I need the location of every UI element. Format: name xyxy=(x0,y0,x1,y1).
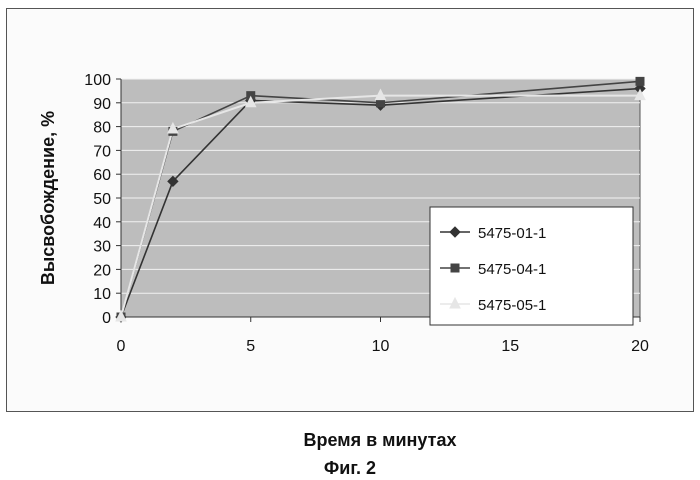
y-tick-label: 70 xyxy=(93,143,111,160)
legend-label-5475-05-1: 5475-05-1 xyxy=(478,297,546,314)
y-tick-label: 90 xyxy=(93,96,111,113)
figure-caption: Фиг. 2 xyxy=(0,458,700,479)
x-tick-label: 20 xyxy=(631,338,649,355)
line-chart: 0 10 20 30 40 50 60 70 80 90 100 0 5 10 15 20 5475-01-1… xyxy=(7,9,695,413)
legend-label-5475-01-1: 5475-01-1 xyxy=(478,225,546,242)
x-tick-label: 5 xyxy=(246,338,255,355)
legend-marker-5475-04-1 xyxy=(451,264,459,272)
y-tick-label: 0 xyxy=(102,310,111,327)
x-tick-label: 0 xyxy=(117,338,126,355)
x-axis-label: Время в минутах xyxy=(0,430,700,451)
y-tick-label: 80 xyxy=(93,120,111,137)
data-point-5475-04-1 xyxy=(636,77,644,85)
y-tick-label: 40 xyxy=(93,215,111,232)
y-tick-label: 60 xyxy=(93,167,111,184)
y-axis-label: Высвобождение, % xyxy=(38,111,58,285)
x-tick-label: 15 xyxy=(501,338,519,355)
y-tick-label: 10 xyxy=(93,286,111,303)
chart-frame: 0 10 20 30 40 50 60 70 80 90 100 0 5 10 15 20 5475-01-1… xyxy=(6,8,694,412)
x-tick-label: 10 xyxy=(372,338,390,355)
y-tick-label: 100 xyxy=(84,72,111,89)
y-tick-label: 30 xyxy=(93,239,111,256)
y-tick-label: 20 xyxy=(93,262,111,279)
legend-label-5475-04-1: 5475-04-1 xyxy=(478,261,546,278)
y-tick-label: 50 xyxy=(93,191,111,208)
